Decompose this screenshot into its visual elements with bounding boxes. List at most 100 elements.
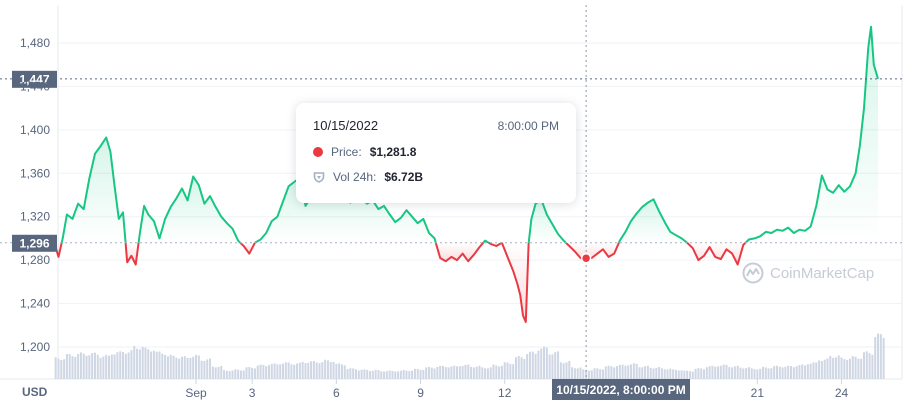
volume-bar: [234, 369, 237, 379]
y-tick-label: 1,400: [20, 123, 50, 137]
volume-bar: [739, 367, 742, 379]
volume-bar: [113, 354, 116, 379]
volume-bar: [105, 354, 108, 379]
reference-price-badge: [12, 234, 57, 252]
tooltip-price-value: $1,281.8: [369, 145, 417, 159]
volume-bar: [860, 358, 863, 379]
volume-bar: [862, 352, 865, 379]
reference-lines: 1,296 1,447: [0, 70, 902, 252]
volume-bar: [138, 349, 141, 379]
volume-bar: [843, 359, 846, 379]
volume-bar: [270, 363, 273, 379]
volume-bar: [815, 362, 818, 379]
volume-bar: [576, 368, 579, 379]
volume-bar: [571, 367, 574, 379]
volume-bar: [543, 346, 546, 379]
volume-bar: [326, 360, 329, 379]
volume-bar: [840, 357, 843, 379]
volume-bar: [632, 363, 635, 379]
y-tick-label: 1,320: [20, 210, 50, 224]
volume-bar: [124, 353, 127, 379]
volume-bar: [411, 370, 414, 379]
volume-bar: [122, 352, 125, 379]
volume-bar: [694, 368, 697, 379]
volume-bar: [806, 364, 809, 379]
volume-bar: [324, 359, 327, 379]
volume-bar: [99, 358, 102, 379]
volume-bar: [666, 369, 669, 379]
volume-bar: [458, 366, 461, 379]
volume-bar: [110, 354, 113, 379]
volume-bar: [877, 333, 880, 379]
y-axis-unit-label: USD: [22, 385, 48, 399]
volume-bar: [798, 365, 801, 379]
volume-bar: [397, 371, 400, 379]
volume-bar: [408, 371, 411, 379]
volume-bar: [613, 367, 616, 379]
volume-bar: [683, 370, 686, 379]
volume-bar: [178, 358, 181, 379]
volume-bar: [801, 364, 804, 379]
volume-bar: [315, 362, 318, 379]
volume-bar: [273, 363, 276, 379]
volume-bar: [74, 356, 77, 379]
volume-bar: [197, 355, 200, 379]
volume-bar: [691, 371, 694, 379]
volume-bar: [697, 368, 700, 379]
y-tick-label: 1,240: [20, 297, 50, 311]
x-tick-label: 6: [333, 386, 340, 400]
volume-bar: [531, 351, 534, 379]
volume-bar: [573, 368, 576, 379]
volume-bar: [130, 350, 133, 379]
volume-bar: [453, 365, 456, 379]
volume-bar: [871, 354, 874, 379]
volume-bar: [430, 367, 433, 379]
volume-bar: [161, 353, 164, 379]
x-tick-label: 9: [417, 386, 424, 400]
volume-bar: [537, 350, 540, 379]
volume-bar: [554, 352, 557, 379]
volume-bar: [354, 369, 357, 379]
volume-bar: [745, 368, 748, 379]
volume-bar: [652, 368, 655, 379]
y-axis: 1,480 1,440 1,400 1,360 1,320 1,280 1,240 1,200…: [20, 36, 50, 399]
volume-bar: [399, 370, 402, 379]
volume-bar: [343, 365, 346, 379]
volume-bar: [742, 368, 745, 379]
volume-bar: [441, 365, 444, 379]
x-axis: Sep3691215182124: [185, 379, 849, 400]
volume-bar: [585, 369, 588, 379]
volume-bar: [329, 361, 332, 379]
crosshair: 10/15/2022, 8:00:00 PM: [552, 5, 690, 400]
tooltip-volume-label: Vol 24h:: [333, 170, 377, 184]
volume-bar: [795, 366, 798, 379]
volume-bar: [832, 357, 835, 379]
volume-bar: [484, 368, 487, 379]
volume-bar: [582, 369, 585, 379]
volume-bar: [559, 362, 562, 379]
volume-bar: [736, 365, 739, 379]
volume-bar: [340, 364, 343, 379]
volume-bar: [405, 370, 408, 379]
price-line-up: [744, 25, 879, 244]
volume-bar: [846, 360, 849, 379]
volume-bar: [470, 366, 473, 379]
volume-bar: [127, 352, 130, 379]
volume-bar: [225, 370, 228, 379]
volume-bar: [436, 366, 439, 379]
volume-bar: [416, 369, 419, 379]
volume-bar: [500, 365, 503, 379]
volume-bar: [447, 367, 450, 379]
volume-bar: [790, 366, 793, 379]
volume-bar: [335, 363, 338, 379]
volume-bar: [781, 367, 784, 379]
volume-bar: [604, 366, 607, 379]
volume-bar: [251, 367, 254, 379]
volume-bar: [267, 365, 270, 379]
volume-bar: [644, 366, 647, 379]
volume-bar: [433, 368, 436, 379]
volume-bar: [607, 365, 610, 379]
volume-bar: [158, 351, 161, 379]
volume-bar: [425, 367, 428, 379]
